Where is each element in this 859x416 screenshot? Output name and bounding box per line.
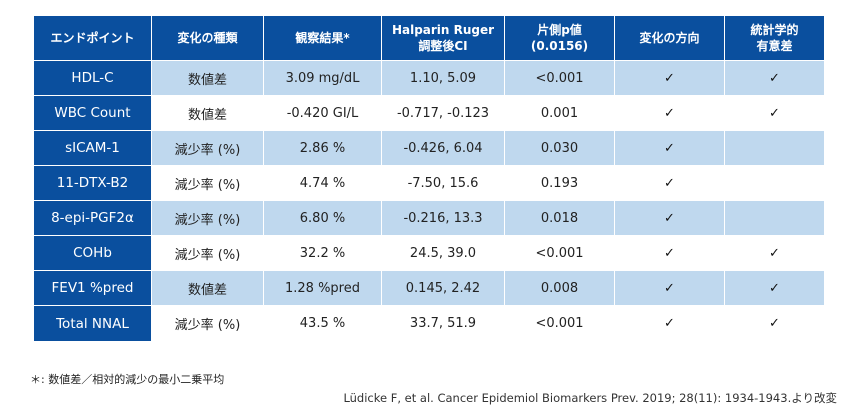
endpoint-cell: HDL-C — [33, 60, 152, 96]
table-row: Total NNAL 減少率 (%) 43.5 % 33.7, 51.9 <0.001 ✓… — [33, 305, 825, 342]
change-type-cell: 数値差 — [151, 60, 264, 96]
significance-check-icon: ✓ — [724, 270, 825, 306]
table-row: WBC Count 数値差 -0.420 GI/L -0.717, -0.123 0.0… — [33, 95, 825, 131]
ci-cell: -0.717, -0.123 — [381, 95, 505, 131]
endpoint-cell: FEV1 %pred — [33, 270, 152, 306]
table-row: FEV1 %pred 数値差 1.28 %pred 0.145, 2.42 0.008 ✓… — [33, 270, 825, 306]
p-value-cell: 0.193 — [504, 165, 615, 201]
change-type-cell: 減少率 (%) — [151, 200, 264, 236]
observed-cell: -0.420 GI/L — [263, 95, 382, 131]
table-row: HDL-C 数値差 3.09 mg/dL 1.10, 5.09 <0.001 ✓ ✓ — [33, 60, 825, 96]
p-value-cell: <0.001 — [504, 235, 615, 271]
observed-cell: 3.09 mg/dL — [263, 60, 382, 96]
header-p-value: 片側p値 (0.0156) — [504, 15, 615, 61]
endpoint-cell: 8-epi-PGF2α — [33, 200, 152, 236]
direction-check-icon: ✓ — [614, 95, 725, 131]
direction-check-icon: ✓ — [614, 165, 725, 201]
p-value-cell: <0.001 — [504, 305, 615, 342]
change-type-cell: 数値差 — [151, 270, 264, 306]
significance-check-icon — [724, 200, 825, 236]
change-type-cell: 減少率 (%) — [151, 165, 264, 201]
header-row: エンドポイント 変化の種類 観察結果* Halparin Ruger 調整後CI … — [33, 15, 825, 61]
direction-check-icon: ✓ — [614, 130, 725, 166]
observed-cell: 4.74 % — [263, 165, 382, 201]
header-endpoint: エンドポイント — [33, 15, 152, 61]
table-row: 11-DTX-B2 減少率 (%) 4.74 % -7.50, 15.6 0.193 ✓ — [33, 165, 825, 201]
citation: Lüdicke F, et al. Cancer Epidemiol Bioma… — [343, 391, 837, 405]
table-row: 8-epi-PGF2α 減少率 (%) 6.80 % -0.216, 13.3 0.01… — [33, 200, 825, 236]
direction-check-icon: ✓ — [614, 235, 725, 271]
observed-cell: 32.2 % — [263, 235, 382, 271]
table-row: sICAM-1 減少率 (%) 2.86 % -0.426, 6.04 0.030 ✓ — [33, 130, 825, 166]
header-direction: 変化の方向 — [614, 15, 725, 61]
change-type-cell: 減少率 (%) — [151, 130, 264, 166]
table-row: COHb 減少率 (%) 32.2 % 24.5, 39.0 <0.001 ✓ ✓ — [33, 235, 825, 271]
ci-cell: -0.216, 13.3 — [381, 200, 505, 236]
results-table: エンドポイント 変化の種類 観察結果* Halparin Ruger 調整後CI … — [33, 15, 825, 342]
footnote: ＊: 数値差／相対的減少の最小二乗平均 — [30, 373, 225, 386]
header-change-type: 変化の種類 — [151, 15, 264, 61]
direction-check-icon: ✓ — [614, 305, 725, 342]
observed-cell: 2.86 % — [263, 130, 382, 166]
p-value-cell: 0.030 — [504, 130, 615, 166]
significance-check-icon: ✓ — [724, 235, 825, 271]
significance-check-icon: ✓ — [724, 95, 825, 131]
direction-check-icon: ✓ — [614, 200, 725, 236]
direction-check-icon: ✓ — [614, 270, 725, 306]
p-value-cell: 0.018 — [504, 200, 615, 236]
header-significance: 統計学的 有意差 — [724, 15, 825, 61]
significance-check-icon: ✓ — [724, 305, 825, 342]
endpoint-cell: Total NNAL — [33, 305, 152, 342]
significance-check-icon — [724, 165, 825, 201]
header-ci: Halparin Ruger 調整後CI — [381, 15, 505, 61]
direction-check-icon: ✓ — [614, 60, 725, 96]
ci-cell: -7.50, 15.6 — [381, 165, 505, 201]
endpoint-cell: 11-DTX-B2 — [33, 165, 152, 201]
observed-cell: 1.28 %pred — [263, 270, 382, 306]
significance-check-icon — [724, 130, 825, 166]
observed-cell: 6.80 % — [263, 200, 382, 236]
header-observed: 観察結果* — [263, 15, 382, 61]
p-value-cell: <0.001 — [504, 60, 615, 96]
significance-check-icon: ✓ — [724, 60, 825, 96]
change-type-cell: 減少率 (%) — [151, 305, 264, 342]
change-type-cell: 数値差 — [151, 95, 264, 131]
p-value-cell: 0.001 — [504, 95, 615, 131]
observed-cell: 43.5 % — [263, 305, 382, 342]
p-value-cell: 0.008 — [504, 270, 615, 306]
ci-cell: 0.145, 2.42 — [381, 270, 505, 306]
change-type-cell: 減少率 (%) — [151, 235, 264, 271]
ci-cell: 1.10, 5.09 — [381, 60, 505, 96]
endpoint-cell: WBC Count — [33, 95, 152, 131]
ci-cell: -0.426, 6.04 — [381, 130, 505, 166]
endpoint-cell: sICAM-1 — [33, 130, 152, 166]
ci-cell: 33.7, 51.9 — [381, 305, 505, 342]
endpoint-cell: COHb — [33, 235, 152, 271]
ci-cell: 24.5, 39.0 — [381, 235, 505, 271]
